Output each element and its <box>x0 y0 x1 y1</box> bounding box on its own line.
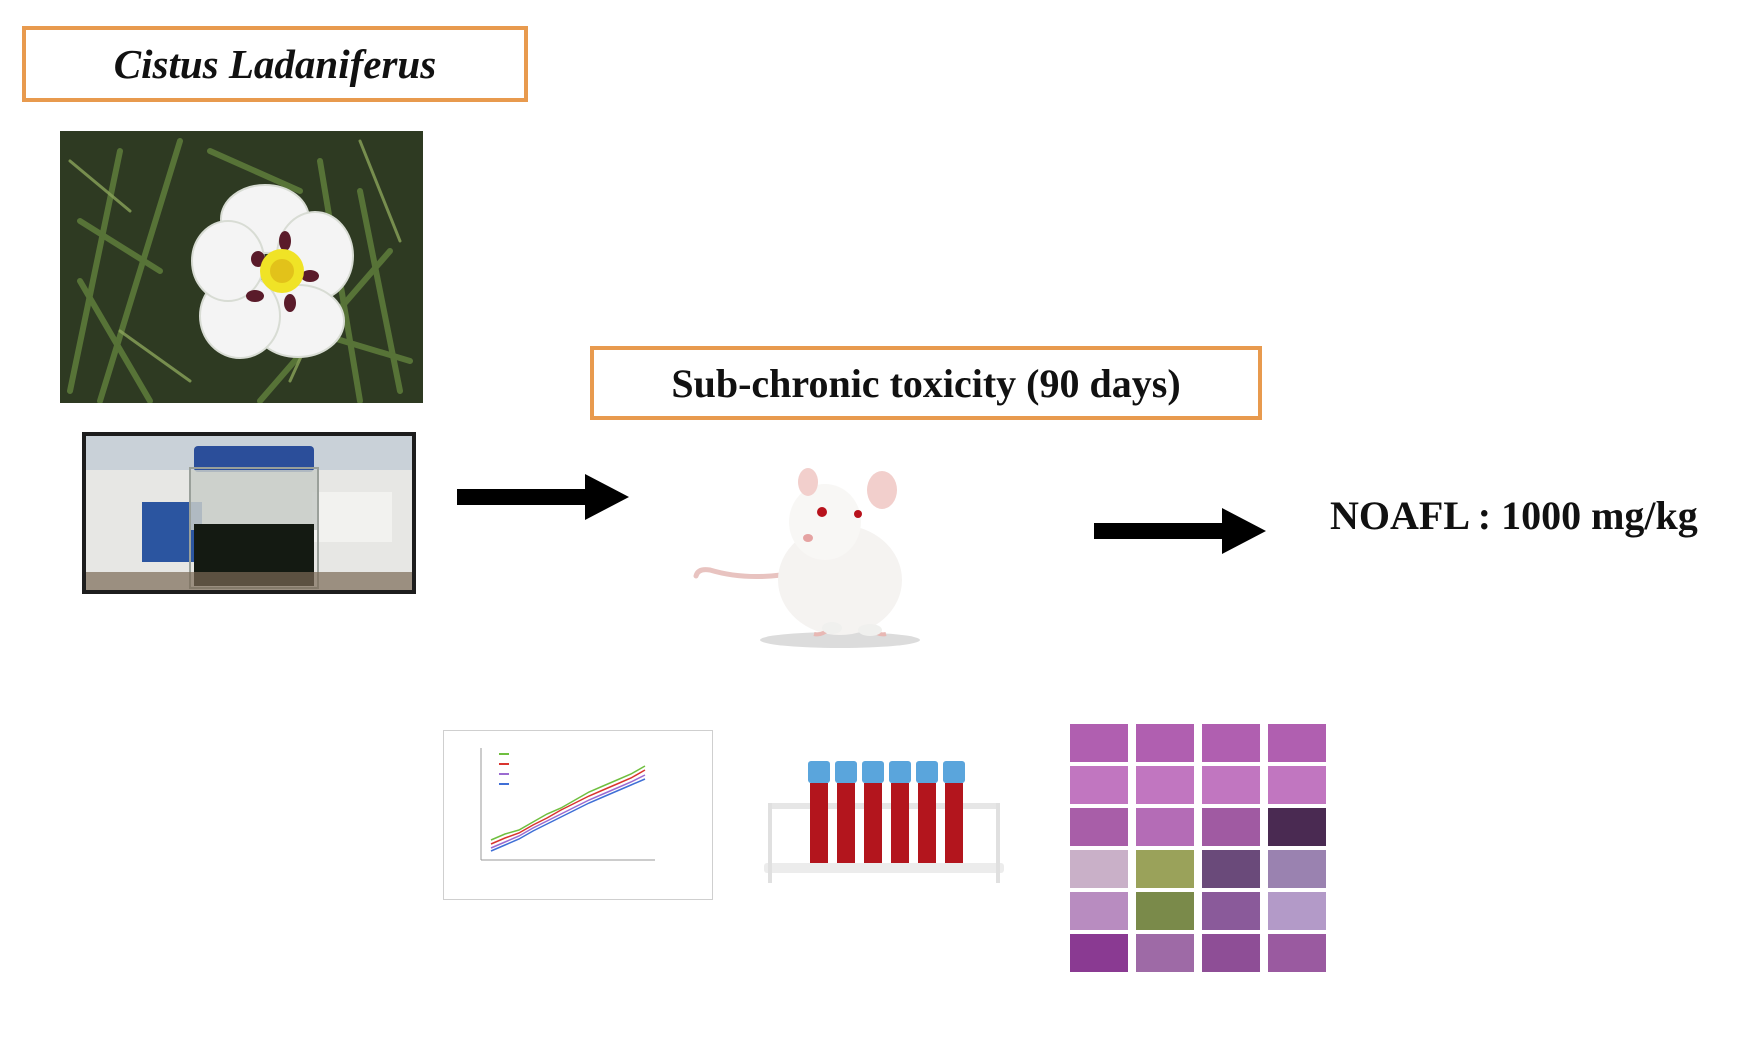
title-box: Cistus Ladaniferus <box>22 26 528 102</box>
arrow-right-icon <box>1094 508 1266 554</box>
title-text: Cistus Ladaniferus <box>113 41 437 87</box>
arrow-right-icon <box>457 474 629 520</box>
subtitle-box: Sub-chronic toxicity (90 days) <box>590 346 1262 420</box>
extract-jar-photo <box>82 432 416 594</box>
subtitle-text: Sub-chronic toxicity (90 days) <box>671 360 1181 406</box>
histology-grid-photo <box>1054 712 1330 974</box>
rat-illustration <box>690 452 940 652</box>
growth-chart-thumbnail <box>443 730 713 900</box>
flower-photo <box>60 131 423 403</box>
blood-tubes-photo <box>760 755 1008 890</box>
result-text: NOAFL : 1000 mg/kg <box>1330 493 1698 538</box>
